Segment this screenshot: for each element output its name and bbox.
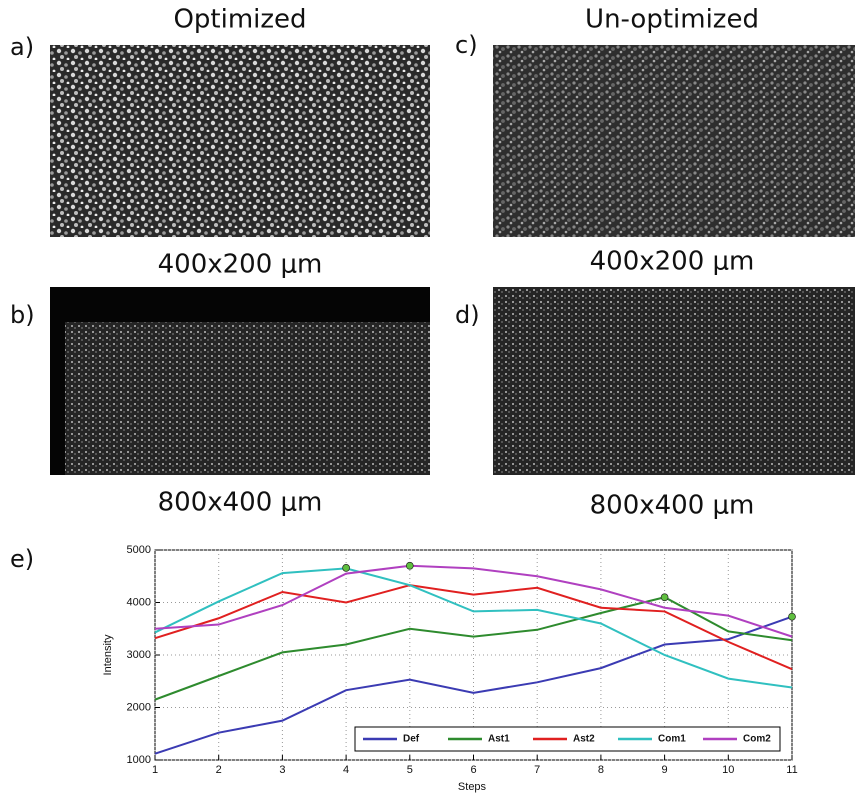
marker bbox=[405, 561, 414, 570]
panel-label: e) bbox=[10, 545, 34, 573]
panel-label: a) bbox=[10, 33, 34, 61]
x-tick-label: 7 bbox=[534, 764, 540, 776]
x-tick-label: 3 bbox=[279, 764, 285, 776]
legend-label: Com1 bbox=[658, 734, 686, 745]
y-axis-label: Intensity bbox=[102, 634, 114, 675]
marker bbox=[788, 612, 796, 621]
line bbox=[154, 564, 793, 638]
caption: 800x400 μm bbox=[590, 491, 755, 521]
line bbox=[154, 567, 793, 689]
marker bbox=[660, 593, 669, 602]
panel-label: b) bbox=[10, 301, 35, 329]
marker bbox=[342, 563, 350, 572]
y-tick-label: 4000 bbox=[127, 596, 151, 608]
y-tick-label: 1000 bbox=[127, 754, 151, 766]
x-tick-label: 6 bbox=[470, 764, 476, 776]
legend-label: Com2 bbox=[743, 734, 771, 745]
line bbox=[154, 584, 793, 671]
line bbox=[154, 596, 793, 701]
x-tick-label: 4 bbox=[343, 764, 349, 776]
image bbox=[493, 287, 855, 475]
x-tick-label: 5 bbox=[407, 764, 413, 776]
caption: 400x200 μm bbox=[158, 250, 323, 280]
x-tick-label: 11 bbox=[786, 764, 797, 776]
column-title: Un-optimized bbox=[585, 5, 759, 35]
x-tick-label: 8 bbox=[598, 764, 604, 776]
x-axis-label: Steps bbox=[458, 781, 487, 793]
caption: 400x200 μm bbox=[590, 247, 755, 277]
y-tick-label: 5000 bbox=[127, 544, 151, 556]
column-title: Optimized bbox=[173, 5, 306, 35]
image-shadow bbox=[50, 287, 65, 475]
y-tick-label: 3000 bbox=[127, 649, 151, 661]
panel-label: d) bbox=[455, 301, 480, 329]
caption: 800x400 μm bbox=[158, 488, 323, 518]
legend-label: Ast1 bbox=[488, 734, 510, 745]
x-tick-label: 9 bbox=[662, 764, 668, 776]
image-shadow bbox=[50, 287, 430, 322]
line bbox=[154, 615, 793, 755]
x-tick-label: 1 bbox=[152, 764, 158, 776]
panel-label: c) bbox=[455, 31, 478, 59]
image bbox=[50, 45, 430, 237]
legend-label: Def bbox=[403, 734, 420, 745]
image bbox=[493, 45, 855, 237]
y-tick-label: 2000 bbox=[127, 701, 151, 713]
x-tick-label: 2 bbox=[216, 764, 222, 776]
legend-label: Ast2 bbox=[573, 734, 595, 745]
x-tick-label: 10 bbox=[722, 764, 734, 776]
